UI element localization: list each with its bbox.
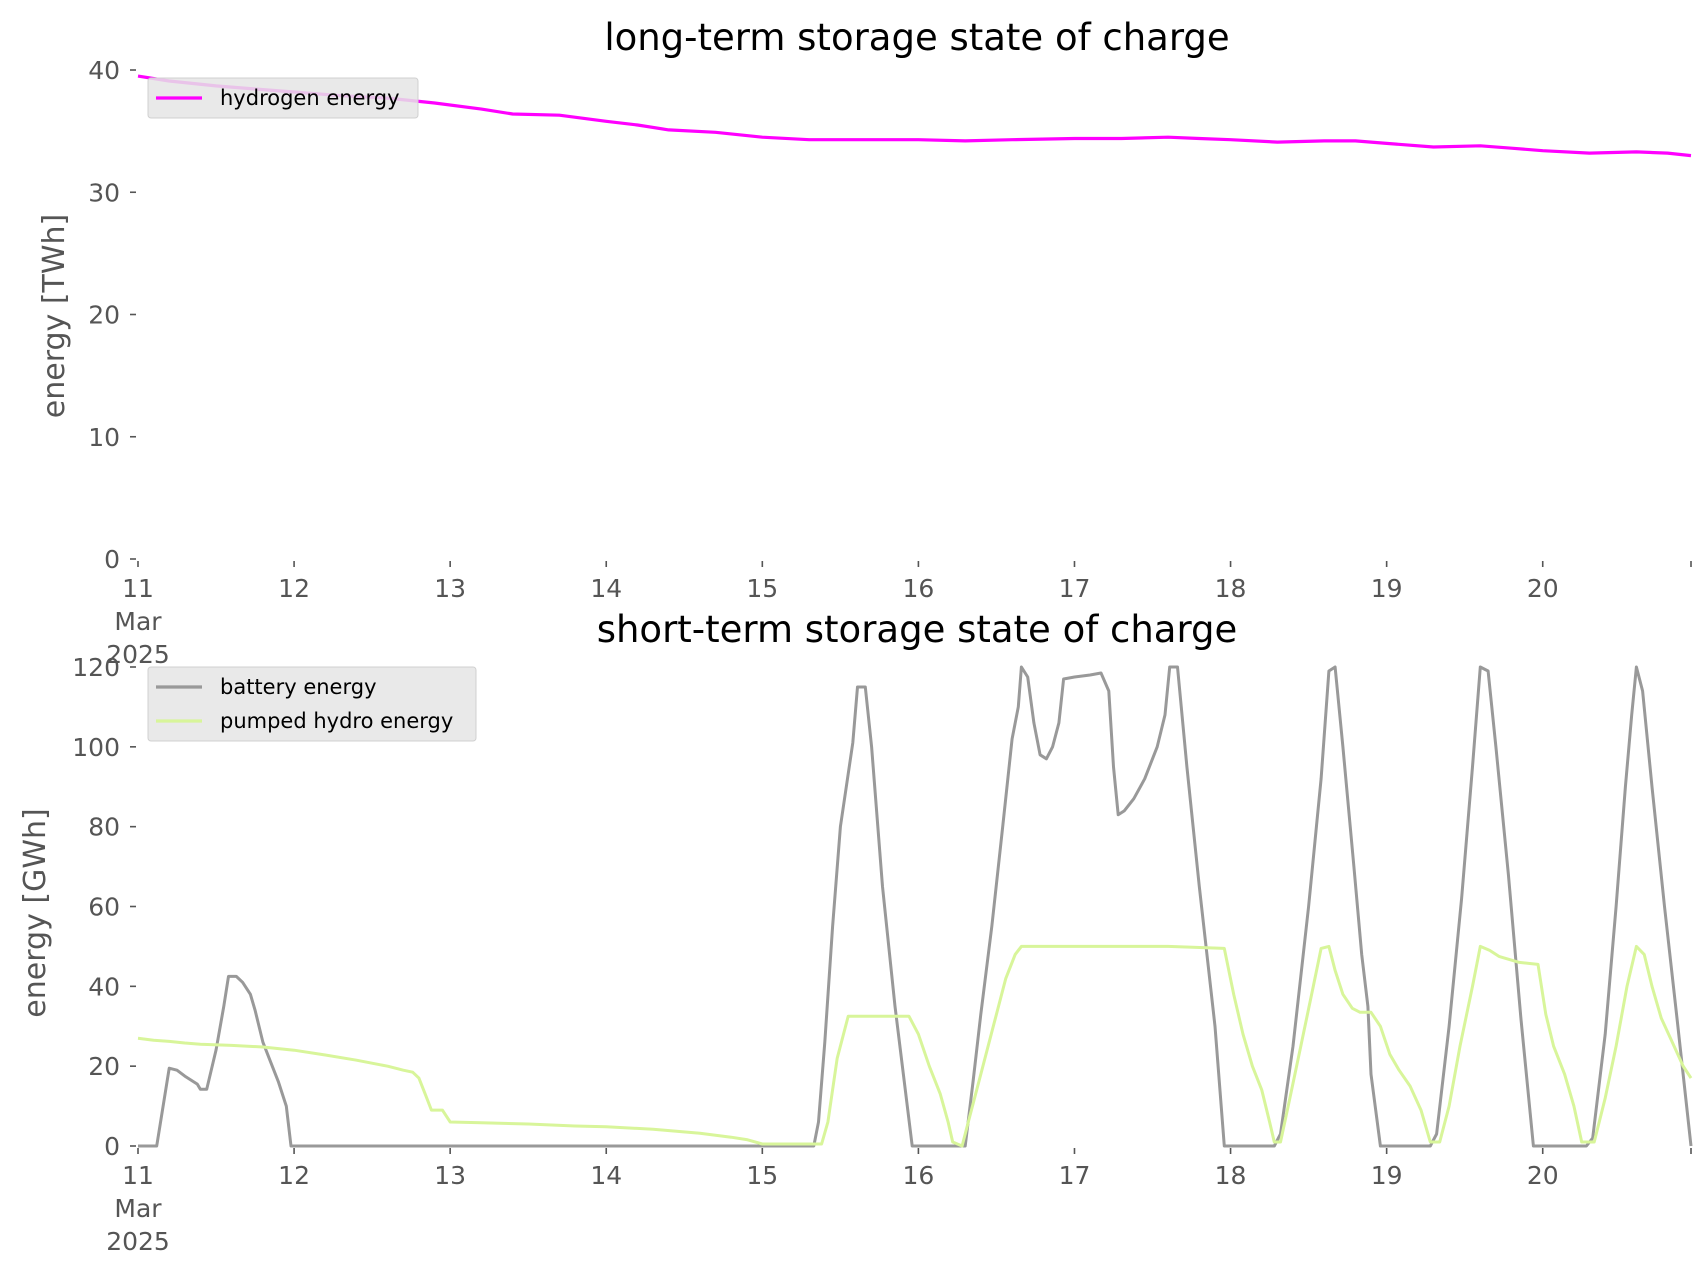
series-line-0: [138, 665, 1693, 1148]
y-tick-label: 0: [104, 545, 120, 574]
chart-title: long-term storage state of charge: [604, 16, 1229, 59]
x-tick-label: 19: [1371, 1161, 1403, 1190]
y-tick-label: 0: [104, 1132, 120, 1161]
legend-label: hydrogen energy: [220, 86, 400, 110]
series-line-1: [137, 944, 1693, 1148]
legend-box: [147, 666, 477, 742]
legend: battery energy pumped hydro energy: [147, 666, 477, 742]
y-axis-label: energy [GWh]: [18, 808, 53, 1017]
x-tick-label: 20: [1527, 574, 1559, 603]
x-ticks: 11 Mar 2025 12 13 14 15 16 17 18 19 20: [106, 561, 1692, 669]
x-tick-label: 15: [746, 574, 778, 603]
x-tick-label: 19: [1371, 574, 1403, 603]
x-tick-label: 2025: [106, 640, 170, 669]
x-tick-label: 15: [746, 1161, 778, 1190]
chart-title: short-term storage state of charge: [597, 608, 1238, 651]
x-tick-label: 11: [122, 574, 154, 603]
legend-label: pumped hydro energy: [220, 709, 453, 733]
x-tick-label: 16: [902, 1161, 934, 1190]
y-axis-label: energy [TWh]: [37, 214, 72, 418]
x-tick-label: 14: [590, 1161, 622, 1190]
y-tick-label: 20: [88, 1052, 120, 1081]
y-tick-label: 40: [88, 56, 120, 85]
x-tick-label: 20: [1527, 1161, 1559, 1190]
x-tick-label: 16: [902, 574, 934, 603]
x-tick-label: 18: [1215, 1161, 1247, 1190]
series-lines: [137, 665, 1693, 1148]
y-tick-label: 80: [88, 813, 120, 842]
y-tick-label: 40: [88, 972, 120, 1001]
x-tick-label: Mar: [114, 607, 162, 636]
y-ticks: 0 10 20 30 40: [88, 56, 136, 574]
y-tick-label: 60: [88, 893, 120, 922]
x-tick-label: 14: [590, 574, 622, 603]
y-ticks: 0 20 40 60 80 100 120: [72, 653, 136, 1161]
x-tick-label: 11: [122, 1161, 154, 1190]
x-tick-label: 12: [278, 1161, 310, 1190]
short-term-chart: short-term storage state of charge energ…: [18, 608, 1693, 1256]
x-tick-label: 17: [1059, 1161, 1091, 1190]
x-tick-label: 2025: [106, 1227, 170, 1256]
legend-box: [147, 77, 419, 119]
x-tick-label: 17: [1059, 574, 1091, 603]
x-tick-label: 18: [1215, 574, 1247, 603]
x-tick-label: 12: [278, 574, 310, 603]
x-tick-label: 13: [434, 574, 466, 603]
y-tick-label: 20: [88, 301, 120, 330]
y-tick-label: 10: [88, 423, 120, 452]
legend-label: battery energy: [220, 675, 377, 699]
legend: hydrogen energy: [147, 77, 419, 119]
y-tick-label: 120: [72, 653, 120, 682]
y-tick-label: 100: [72, 733, 120, 762]
long-term-chart: long-term storage state of charge energy…: [37, 16, 1692, 669]
x-tick-label: Mar: [114, 1194, 162, 1223]
x-tick-label: 13: [434, 1161, 466, 1190]
x-ticks: 11 Mar 2025 12 13 14 15 16 17 18 19 20: [106, 1148, 1692, 1256]
y-tick-label: 30: [88, 178, 120, 207]
